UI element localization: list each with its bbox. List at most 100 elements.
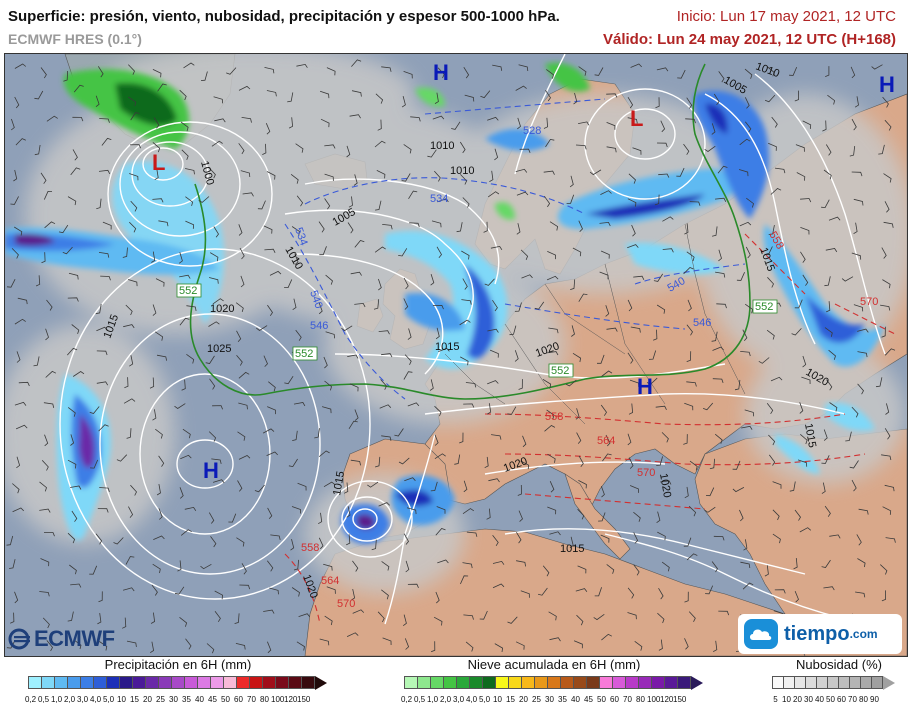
wind-barb (45, 328, 49, 341)
legend-tick-label: 3,0 (452, 695, 465, 704)
legend-swatch (664, 676, 678, 689)
wind-barb (325, 274, 333, 285)
wind-barb (403, 298, 409, 310)
wind-barb (151, 251, 156, 263)
wind-barb (152, 304, 157, 316)
wind-barb (565, 379, 577, 387)
wind-barb (12, 483, 20, 494)
wind-barb (123, 398, 136, 404)
wind-barb (43, 532, 55, 537)
wind-barb (154, 168, 159, 181)
wind-barb (185, 168, 195, 175)
wind-barb (238, 143, 245, 155)
wind-barb (628, 403, 634, 415)
wind-barb (768, 142, 777, 151)
wind-barbs (6, 59, 896, 654)
wind-barb (739, 509, 744, 522)
pressure-label: 1015 (331, 470, 347, 496)
wind-barb (152, 198, 164, 203)
wind-barb (712, 346, 724, 351)
wind-barb (758, 357, 770, 364)
wind-barb (351, 589, 356, 601)
wind-barb (374, 140, 386, 148)
wind-barb (371, 539, 377, 551)
wind-barb (507, 406, 517, 415)
wind-barb (774, 589, 786, 594)
wind-barb (744, 121, 752, 133)
wind-barb (40, 172, 47, 184)
wind-barb (155, 428, 163, 439)
wind-barb (602, 453, 612, 462)
wind-barb (456, 222, 463, 233)
wind-barb (487, 380, 499, 385)
model-name: ECMWF HRES (0.1°) (8, 31, 142, 47)
wind-barb (100, 275, 111, 281)
wind-barb (128, 64, 135, 75)
wind-barb (68, 272, 79, 280)
wind-barb (179, 274, 191, 279)
wind-barb (575, 408, 580, 420)
legend-swatch (28, 676, 42, 689)
wind-barb (158, 508, 163, 520)
wind-barb (324, 198, 331, 210)
wind-barb (821, 455, 830, 464)
wind-barb (267, 304, 273, 317)
wind-barb (460, 356, 469, 366)
wind-barb (884, 201, 890, 213)
wind-barb (71, 324, 80, 335)
wind-barb (409, 222, 420, 228)
wind-barb (354, 240, 365, 248)
wind-barb (318, 537, 324, 550)
low-pressure-center: L (630, 106, 643, 131)
wind-barb (486, 508, 491, 520)
legend-swatch (275, 676, 289, 689)
wind-barb (292, 298, 297, 311)
wind-barb (577, 508, 585, 520)
wind-barb (377, 611, 385, 623)
wind-barb (180, 529, 192, 536)
wind-barb (99, 641, 108, 651)
wind-barb (403, 144, 412, 154)
wind-barb (295, 329, 302, 341)
wind-barb (257, 200, 266, 210)
wind-barb (600, 534, 610, 543)
wind-barb (62, 246, 73, 255)
wind-barb (33, 356, 40, 367)
wind-barb (713, 535, 725, 541)
wind-barb (633, 532, 639, 544)
wind-barb (514, 350, 519, 362)
wind-barb (764, 246, 773, 256)
legend-tick-label: 10 (782, 695, 791, 704)
wind-barb (464, 94, 475, 102)
wind-barb (704, 145, 716, 152)
wind-barb (179, 89, 187, 101)
thickness-label: 552 (551, 365, 569, 377)
wind-barb (460, 174, 468, 185)
thickness-label: 534 (430, 193, 448, 205)
wind-barb (235, 643, 246, 650)
wind-barb (736, 272, 745, 281)
wind-barb (298, 613, 311, 618)
wind-barb (346, 145, 351, 158)
legend-tick-label: 100 (271, 695, 285, 704)
wind-barb (407, 402, 420, 407)
wind-barb (129, 221, 137, 233)
legend-tick-label: 120 (284, 695, 298, 704)
weather-map: 1000 1005 1005 1010 1010 1010 1010 1015 … (4, 53, 908, 657)
legend-swatch (54, 676, 68, 689)
wind-barb (683, 537, 692, 547)
wind-barb (577, 565, 587, 574)
wind-barb (434, 92, 439, 104)
wind-barb (150, 612, 156, 624)
wind-barb (492, 299, 498, 312)
wind-barb (10, 196, 19, 205)
wind-barb (266, 171, 276, 180)
wind-barb (268, 381, 276, 392)
wind-barb (214, 590, 224, 600)
legend-tick-label: 5,0 (102, 695, 115, 704)
legend-tick-label: 150 (297, 695, 311, 704)
wind-barb (403, 277, 409, 290)
wind-barb (344, 482, 349, 494)
wind-barb (323, 481, 336, 488)
legend-swatch (612, 676, 626, 689)
